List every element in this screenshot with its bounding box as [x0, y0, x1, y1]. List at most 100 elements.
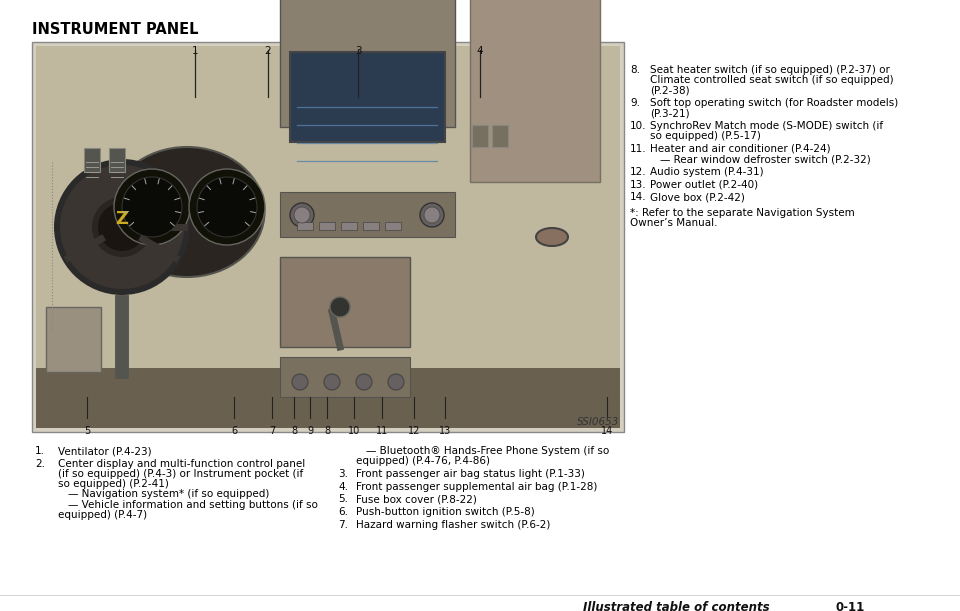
- Text: Seat heater switch (if so equipped) (P.2-37) or: Seat heater switch (if so equipped) (P.2…: [650, 65, 890, 75]
- Text: 11: 11: [376, 426, 388, 436]
- Text: so equipped) (P.5-17): so equipped) (P.5-17): [650, 131, 761, 141]
- Text: 9: 9: [307, 426, 313, 436]
- Bar: [109, 148, 125, 172]
- Text: so equipped) (P.2-41): so equipped) (P.2-41): [58, 479, 169, 489]
- Circle shape: [330, 297, 350, 317]
- Text: 10.: 10.: [630, 121, 646, 131]
- Circle shape: [290, 203, 314, 227]
- Circle shape: [98, 203, 146, 251]
- Ellipse shape: [536, 228, 568, 246]
- Text: Push-button ignition switch (P.5-8): Push-button ignition switch (P.5-8): [356, 507, 535, 517]
- Circle shape: [388, 374, 404, 390]
- Text: 12: 12: [408, 426, 420, 436]
- Text: 12.: 12.: [630, 167, 647, 177]
- Circle shape: [189, 169, 265, 245]
- Bar: [341, 222, 357, 230]
- Text: *: Refer to the separate Navigation System: *: Refer to the separate Navigation Syst…: [630, 208, 854, 218]
- Text: 4: 4: [477, 46, 483, 56]
- Circle shape: [54, 159, 190, 295]
- Text: — Rear window defroster switch (P.2-32): — Rear window defroster switch (P.2-32): [660, 154, 871, 164]
- Bar: [36, 46, 620, 428]
- Circle shape: [324, 374, 340, 390]
- Bar: [280, 257, 410, 347]
- Text: 2: 2: [265, 46, 272, 56]
- Text: (P.2-38): (P.2-38): [650, 86, 689, 95]
- Bar: [290, 52, 445, 142]
- Text: Heater and air conditioner (P.4-24): Heater and air conditioner (P.4-24): [650, 144, 830, 154]
- Text: 8: 8: [291, 426, 297, 436]
- Text: — Bluetooth® Hands-Free Phone System (if so: — Bluetooth® Hands-Free Phone System (if…: [366, 446, 610, 456]
- Text: Illustrated table of contents: Illustrated table of contents: [584, 601, 770, 611]
- Circle shape: [424, 207, 440, 223]
- Circle shape: [197, 177, 257, 237]
- Circle shape: [292, 374, 308, 390]
- Bar: [472, 125, 488, 147]
- Text: 6: 6: [231, 426, 237, 436]
- Text: SSI0653: SSI0653: [577, 417, 619, 427]
- Text: 8: 8: [324, 426, 330, 436]
- Text: 5.: 5.: [338, 494, 348, 504]
- Text: 3.: 3.: [338, 469, 348, 479]
- Ellipse shape: [109, 147, 265, 277]
- Bar: [32, 42, 624, 432]
- Text: (P.3-21): (P.3-21): [650, 108, 689, 119]
- Bar: [363, 222, 379, 230]
- Circle shape: [114, 169, 190, 245]
- Bar: [385, 222, 401, 230]
- Bar: [492, 125, 508, 147]
- Text: Climate controlled seat switch (if so equipped): Climate controlled seat switch (if so eq…: [650, 75, 894, 85]
- Text: 8.: 8.: [630, 65, 640, 75]
- Text: INSTRUMENT PANEL: INSTRUMENT PANEL: [32, 22, 199, 37]
- Text: equipped) (P.4-76, P.4-86): equipped) (P.4-76, P.4-86): [356, 456, 490, 466]
- Circle shape: [294, 207, 310, 223]
- Text: — Navigation system* (if so equipped): — Navigation system* (if so equipped): [68, 489, 270, 499]
- Bar: [36, 368, 620, 428]
- Text: Audio system (P.4-31): Audio system (P.4-31): [650, 167, 763, 177]
- Text: 10: 10: [348, 426, 360, 436]
- Text: (if so equipped) (P.4-3) or Instrument pocket (if: (if so equipped) (P.4-3) or Instrument p…: [58, 469, 303, 479]
- Text: 14.: 14.: [630, 192, 647, 202]
- Circle shape: [92, 197, 152, 257]
- Text: Owner’s Manual.: Owner’s Manual.: [630, 218, 717, 228]
- Text: equipped) (P.4-7): equipped) (P.4-7): [58, 510, 147, 520]
- Text: 11.: 11.: [630, 144, 647, 154]
- Circle shape: [356, 374, 372, 390]
- Text: SynchroRev Match mode (S-MODE) switch (if: SynchroRev Match mode (S-MODE) switch (i…: [650, 121, 883, 131]
- Bar: [46, 307, 101, 372]
- Bar: [280, 192, 455, 237]
- Text: — Vehicle information and setting buttons (if so: — Vehicle information and setting button…: [68, 500, 318, 510]
- Text: 4.: 4.: [338, 481, 348, 492]
- Text: Soft top operating switch (for Roadster models): Soft top operating switch (for Roadster …: [650, 98, 899, 108]
- Text: 1.: 1.: [35, 446, 45, 456]
- Bar: [470, 0, 600, 182]
- Bar: [84, 148, 100, 172]
- Circle shape: [420, 203, 444, 227]
- Text: Hazard warning flasher switch (P.6-2): Hazard warning flasher switch (P.6-2): [356, 520, 550, 530]
- Text: 0-11: 0-11: [835, 601, 864, 611]
- Bar: [280, 357, 410, 397]
- Text: 1: 1: [192, 46, 199, 56]
- Text: Front passenger air bag status light (P.1-33): Front passenger air bag status light (P.…: [356, 469, 585, 479]
- Circle shape: [60, 165, 184, 289]
- Bar: [319, 222, 335, 230]
- Text: 7: 7: [269, 426, 276, 436]
- Text: 9.: 9.: [630, 98, 640, 108]
- Text: Z: Z: [115, 210, 129, 228]
- Text: 5: 5: [84, 426, 90, 436]
- Text: Power outlet (P.2-40): Power outlet (P.2-40): [650, 180, 758, 189]
- Text: 14: 14: [601, 426, 613, 436]
- Text: 7.: 7.: [338, 520, 348, 530]
- Text: 13: 13: [439, 426, 451, 436]
- Text: Ventilator (P.4-23): Ventilator (P.4-23): [58, 446, 152, 456]
- Circle shape: [122, 177, 182, 237]
- Text: Center display and multi-function control panel: Center display and multi-function contro…: [58, 459, 305, 469]
- Text: Fuse box cover (P.8-22): Fuse box cover (P.8-22): [356, 494, 477, 504]
- Text: Glove box (P.2-42): Glove box (P.2-42): [650, 192, 745, 202]
- Text: Front passenger supplemental air bag (P.1-28): Front passenger supplemental air bag (P.…: [356, 481, 597, 492]
- Text: 13.: 13.: [630, 180, 647, 189]
- Bar: [280, 0, 455, 127]
- Bar: [297, 222, 313, 230]
- Text: 2.: 2.: [35, 459, 45, 469]
- Text: 6.: 6.: [338, 507, 348, 517]
- Text: 3: 3: [354, 46, 361, 56]
